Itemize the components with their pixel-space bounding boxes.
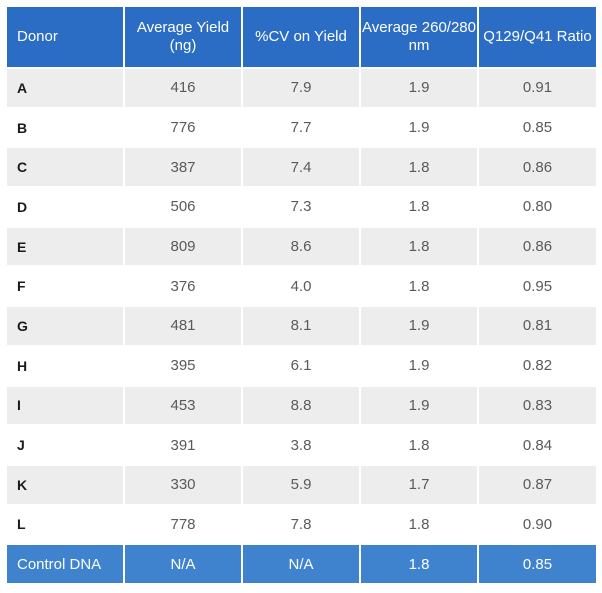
cell-q-ratio: 0.91	[479, 69, 596, 109]
control-cell-260-280: 1.8	[361, 545, 479, 586]
cell-donor: F	[7, 267, 125, 308]
cell-cv-on-yield: 7.8	[243, 505, 361, 546]
cell-260-280: 1.9	[361, 346, 479, 387]
cell-q-ratio: 0.86	[479, 227, 596, 268]
cell-cv-on-yield: 8.8	[243, 386, 361, 427]
table-header: Donor Average Yield (ng) %CV on Yield Av…	[7, 7, 596, 69]
cell-cv-on-yield: 8.1	[243, 307, 361, 347]
control-cell-average-yield: N/A	[125, 545, 243, 586]
cell-average-yield: 376	[125, 267, 243, 308]
cell-260-280: 1.8	[361, 148, 479, 189]
cell-cv-on-yield: 3.8	[243, 426, 361, 466]
cell-260-280: 1.9	[361, 108, 479, 149]
cell-cv-on-yield: 5.9	[243, 465, 361, 506]
table-row: F 376 4.0 1.8 0.95	[7, 267, 596, 308]
cell-donor: D	[7, 188, 125, 228]
cell-q-ratio: 0.90	[479, 505, 596, 546]
cell-q-ratio: 0.87	[479, 465, 596, 506]
cell-cv-on-yield: 7.9	[243, 69, 361, 109]
donor-data-table: Donor Average Yield (ng) %CV on Yield Av…	[7, 7, 596, 586]
table-row: E 809 8.6 1.8 0.86	[7, 227, 596, 268]
cell-q-ratio: 0.83	[479, 386, 596, 427]
cell-donor: C	[7, 148, 125, 189]
cell-donor: A	[7, 69, 125, 109]
cell-donor: G	[7, 307, 125, 347]
cell-donor: H	[7, 346, 125, 387]
cell-260-280: 1.8	[361, 227, 479, 268]
cell-donor: I	[7, 386, 125, 427]
cell-donor: K	[7, 465, 125, 506]
header-row: Donor Average Yield (ng) %CV on Yield Av…	[7, 7, 596, 69]
cell-260-280: 1.7	[361, 465, 479, 506]
cell-donor: E	[7, 227, 125, 268]
cell-average-yield: 809	[125, 227, 243, 268]
cell-q-ratio: 0.82	[479, 346, 596, 387]
control-cell-q-ratio: 0.85	[479, 545, 596, 586]
cell-q-ratio: 0.95	[479, 267, 596, 308]
cell-cv-on-yield: 8.6	[243, 227, 361, 268]
cell-260-280: 1.8	[361, 188, 479, 228]
cell-260-280: 1.9	[361, 69, 479, 109]
cell-q-ratio: 0.86	[479, 148, 596, 189]
cell-average-yield: 481	[125, 307, 243, 347]
cell-average-yield: 387	[125, 148, 243, 189]
control-cell-donor: Control DNA	[7, 545, 125, 586]
table-row: I 453 8.8 1.9 0.83	[7, 386, 596, 427]
cell-average-yield: 453	[125, 386, 243, 427]
control-cell-cv-on-yield: N/A	[243, 545, 361, 586]
cell-cv-on-yield: 4.0	[243, 267, 361, 308]
cell-average-yield: 330	[125, 465, 243, 506]
control-row: Control DNA N/A N/A 1.8 0.85	[7, 545, 596, 586]
cell-260-280: 1.8	[361, 505, 479, 546]
cell-260-280: 1.9	[361, 386, 479, 427]
table-row: A 416 7.9 1.9 0.91	[7, 69, 596, 109]
cell-q-ratio: 0.85	[479, 108, 596, 149]
table-row: J 391 3.8 1.8 0.84	[7, 426, 596, 466]
cell-q-ratio: 0.80	[479, 188, 596, 228]
cell-average-yield: 416	[125, 69, 243, 109]
cell-260-280: 1.8	[361, 267, 479, 308]
header-donor: Donor	[7, 7, 125, 69]
table-body: A 416 7.9 1.9 0.91 B 776 7.7 1.9 0.85 C 387 7.4 1.8 0.…	[7, 69, 596, 586]
cell-average-yield: 506	[125, 188, 243, 228]
cell-donor: B	[7, 108, 125, 149]
header-average-260-280: Average 260/280 nm	[361, 7, 479, 69]
cell-average-yield: 391	[125, 426, 243, 466]
cell-cv-on-yield: 7.3	[243, 188, 361, 228]
cell-donor: J	[7, 426, 125, 466]
cell-cv-on-yield: 6.1	[243, 346, 361, 387]
header-average-yield: Average Yield (ng)	[125, 7, 243, 69]
table-row: K 330 5.9 1.7 0.87	[7, 465, 596, 506]
cell-260-280: 1.8	[361, 426, 479, 466]
table-row: B 776 7.7 1.9 0.85	[7, 108, 596, 149]
cell-donor: L	[7, 505, 125, 546]
table-row: D 506 7.3 1.8 0.80	[7, 188, 596, 228]
cell-cv-on-yield: 7.4	[243, 148, 361, 189]
cell-q-ratio: 0.84	[479, 426, 596, 466]
cell-260-280: 1.9	[361, 307, 479, 347]
table-row: C 387 7.4 1.8 0.86	[7, 148, 596, 189]
table-row: G 481 8.1 1.9 0.81	[7, 307, 596, 347]
cell-average-yield: 778	[125, 505, 243, 546]
cell-q-ratio: 0.81	[479, 307, 596, 347]
table-row: L 778 7.8 1.8 0.90	[7, 505, 596, 546]
cell-cv-on-yield: 7.7	[243, 108, 361, 149]
cell-average-yield: 395	[125, 346, 243, 387]
header-q129-q41-ratio: Q129/Q41 Ratio	[479, 7, 596, 69]
cell-average-yield: 776	[125, 108, 243, 149]
table-row: H 395 6.1 1.9 0.82	[7, 346, 596, 387]
header-cv-on-yield: %CV on Yield	[243, 7, 361, 69]
